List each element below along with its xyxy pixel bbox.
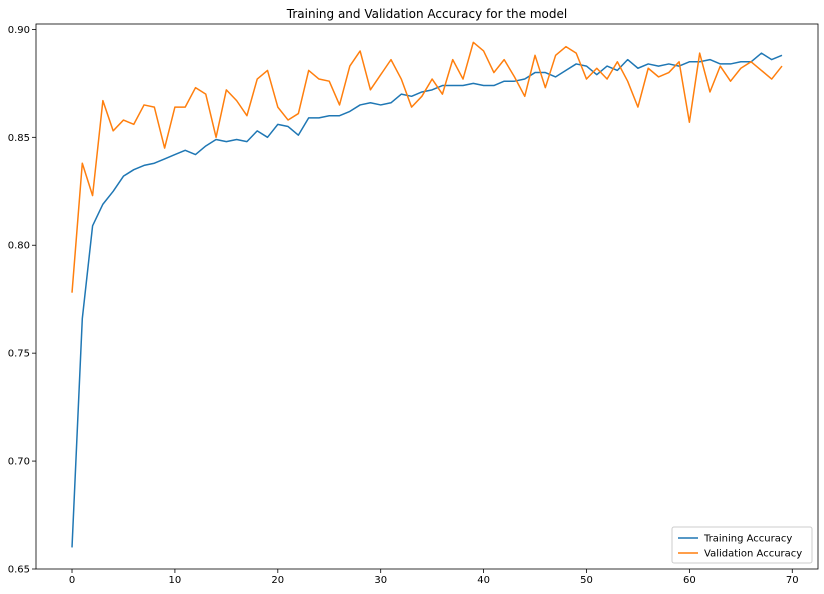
y-tick-label: 0.85 [8,133,30,144]
x-tick-label: 40 [477,575,490,586]
plot-area [71,41,783,548]
validation-accuracy-line [71,41,783,293]
chart-title: Training and Validation Accuracy for the… [286,7,567,21]
y-tick-label: 0.90 [8,25,30,36]
y-tick-label: 0.80 [8,241,30,252]
training-accuracy-line [71,52,783,548]
x-tick-label: 0 [69,575,75,586]
y-tick-label: 0.70 [8,457,30,468]
plot-frame [35,23,819,570]
x-tick-label: 60 [683,575,696,586]
y-tick-label: 0.75 [8,349,30,360]
x-tick-label: 70 [786,575,799,586]
legend-label: Training Accuracy [703,534,792,545]
legend-label: Validation Accuracy [704,549,802,560]
y-tick-label: 0.65 [8,565,30,576]
x-tick-label: 10 [169,575,182,586]
axes: 0 10 20 30 40 50 60 70 0.65 0.70 0.75 0.80 0.85 0.90 [8,23,819,586]
legend: Training Accuracy Validation Accuracy [671,526,813,564]
x-tick-label: 20 [271,575,284,586]
x-tick-label: 50 [580,575,593,586]
legend-box [671,526,813,564]
x-tick-label: 30 [374,575,387,586]
